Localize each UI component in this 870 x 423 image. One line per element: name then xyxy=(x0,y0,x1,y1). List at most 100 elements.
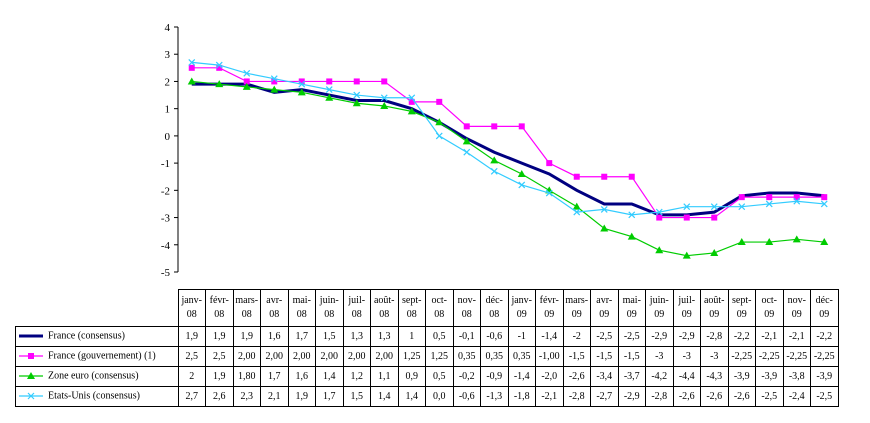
series-line-3 xyxy=(191,80,825,257)
y-tick-label: 1 xyxy=(165,104,171,116)
table-cell: 1,9 xyxy=(205,326,234,347)
table-cell: 1,6 xyxy=(287,366,316,387)
series-point xyxy=(325,86,333,94)
series-point xyxy=(738,203,746,211)
x-tick-label: juil- 08 xyxy=(342,289,371,327)
table-cell: 1,9 xyxy=(232,326,261,347)
legend-entry: Etats-Unis (consensus) xyxy=(15,386,179,407)
table-cell: -1,3 xyxy=(480,386,509,407)
series-point xyxy=(628,173,635,180)
table-row: France (gouvernement) (1) 2,5 2,5 2,00 2,00 2… xyxy=(15,346,839,367)
series-point xyxy=(380,94,388,102)
table-cell: -3,9 xyxy=(755,366,784,387)
table-cell: 2,00 xyxy=(342,346,371,367)
table-cell: 2,00 xyxy=(287,346,316,367)
table-corner xyxy=(16,290,179,327)
table-cell: 2,1 xyxy=(260,386,289,407)
table-cell: -2,5 xyxy=(590,326,619,347)
table-cell: 1,7 xyxy=(260,366,289,387)
legend-key xyxy=(19,372,43,380)
table-cell: -3,9 xyxy=(810,366,839,387)
table-cell: -3 xyxy=(672,346,701,367)
table-cell: 2,5 xyxy=(177,346,206,367)
table-cell: -2,5 xyxy=(810,386,839,407)
table-cell: -3 xyxy=(700,346,729,367)
series-point xyxy=(821,194,828,201)
table-row: Etats-Unis (consensus) 2,7 2,6 2,3 2,1 1,9 1,7… xyxy=(15,386,839,407)
series-point xyxy=(436,98,443,105)
series-point xyxy=(215,80,224,88)
series-point xyxy=(242,82,251,90)
table-cell: -4,4 xyxy=(672,366,701,387)
legend-entry: Zone euro (consensus) xyxy=(15,366,179,387)
series-line-2 xyxy=(191,67,825,219)
y-tick-label: -4 xyxy=(161,240,171,252)
table-cell: 1,9 xyxy=(287,386,316,407)
series-point xyxy=(435,118,444,126)
x-tick-label: sept- 08 xyxy=(397,289,426,327)
series-point xyxy=(408,94,416,102)
table-row: France (consensus) 1,9 1,9 1,9 1,6 1,7 1,5 1,3 1… xyxy=(15,326,839,347)
legend-key-marker xyxy=(27,372,35,380)
legend-key-marker xyxy=(28,353,34,360)
table-cell: -3,8 xyxy=(782,366,811,387)
table-cell: 1,4 xyxy=(315,366,344,387)
series-point xyxy=(765,200,773,208)
table-cell: 1,9 xyxy=(177,326,206,347)
table-cell: 2,7 xyxy=(177,386,206,407)
legend-key xyxy=(19,392,43,400)
table-cell: 2,00 xyxy=(260,346,289,367)
table-cell: 0,0 xyxy=(425,386,454,407)
series-point xyxy=(353,78,360,85)
table-cell: 0,35 xyxy=(452,346,481,367)
x-tick-label: févr- 08 xyxy=(205,289,234,327)
x-tick-label: nov- 09 xyxy=(782,289,811,327)
series-point xyxy=(710,203,718,211)
table-cell: 1,7 xyxy=(315,386,344,407)
table-cell: -2,8 xyxy=(562,386,591,407)
table-cell: -1 xyxy=(507,326,536,347)
y-tick-label: -5 xyxy=(161,267,171,279)
x-tick-label: nov- 08 xyxy=(452,289,481,327)
y-tick-label: 0 xyxy=(165,131,171,143)
table-cell: -2,6 xyxy=(727,386,756,407)
series-point xyxy=(187,77,196,85)
table-cell: -2,9 xyxy=(617,386,646,407)
table-cell: 1,1 xyxy=(370,366,399,387)
series-point xyxy=(792,235,801,243)
series-point xyxy=(463,148,471,156)
table-cell: -0,6 xyxy=(452,386,481,407)
series-point xyxy=(766,194,773,201)
series-point xyxy=(407,107,416,115)
series-point xyxy=(270,75,278,83)
table-cell: 2,5 xyxy=(205,346,234,367)
x-tick-label: oct- 09 xyxy=(755,289,784,327)
x-tick-label: août- 08 xyxy=(370,289,399,327)
series-point xyxy=(188,64,195,71)
series-point xyxy=(737,238,746,246)
table-cell: -2,1 xyxy=(535,386,564,407)
table-cell: 1,25 xyxy=(397,346,426,367)
series-point xyxy=(518,123,525,130)
series-point xyxy=(545,189,553,197)
table-cell: -4,2 xyxy=(645,366,674,387)
table-cell: 1,5 xyxy=(342,386,371,407)
table-cell: -3,4 xyxy=(590,366,619,387)
series-point xyxy=(270,85,279,93)
series-point xyxy=(600,205,608,213)
x-tick-label: janv- 08 xyxy=(177,289,206,327)
x-tick-label: févr- 09 xyxy=(535,289,564,327)
table-cell: -2,2 xyxy=(727,326,756,347)
series-point xyxy=(408,98,415,105)
table-cell: 2,3 xyxy=(232,386,261,407)
series-point xyxy=(655,246,664,254)
table-cell: 1,4 xyxy=(370,386,399,407)
series-point xyxy=(380,101,389,109)
series-point xyxy=(601,173,608,180)
table-cell: -2,4 xyxy=(782,386,811,407)
legend-entry: France (gouvernement) (1) xyxy=(15,346,179,367)
table-cell: -3,7 xyxy=(617,366,646,387)
table-cell: 1,6 xyxy=(260,326,289,347)
table-cell: -2,25 xyxy=(755,346,784,367)
series-point xyxy=(656,214,663,221)
